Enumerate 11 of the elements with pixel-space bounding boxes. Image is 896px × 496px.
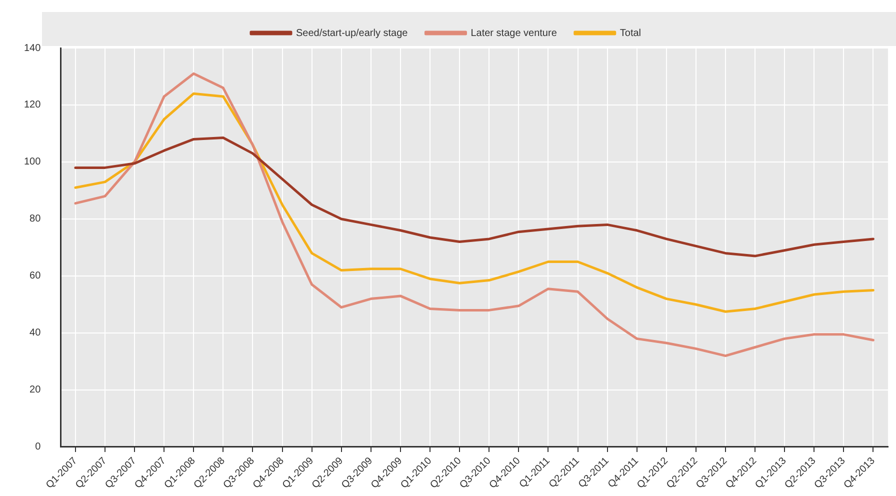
y-tick-label: 100	[24, 156, 42, 168]
y-tick-label: 120	[24, 100, 42, 111]
y-tick-label: 20	[30, 384, 42, 396]
legend-label: Later stage venture	[470, 28, 558, 39]
y-tick-label: 140	[24, 42, 42, 54]
y-tick-label: 80	[30, 214, 42, 225]
y-tick-label: 40	[30, 328, 42, 339]
y-tick-label: 0	[35, 442, 42, 453]
legend-label: Seed/start-up/early stage	[296, 28, 408, 39]
legend-label: Total	[620, 28, 642, 39]
y-tick-label: 60	[30, 270, 42, 282]
